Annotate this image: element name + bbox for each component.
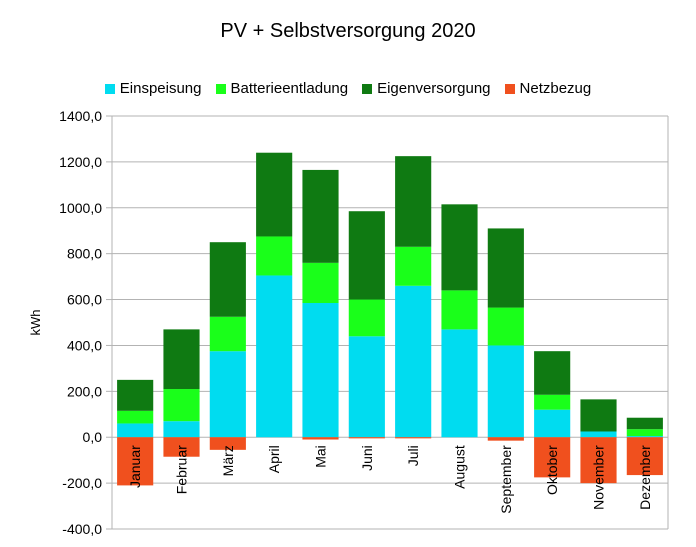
bar-netzbezug-september — [487, 437, 524, 441]
legend-label: Batterieentladung — [230, 80, 349, 97]
bar-batterieentladung-juni — [348, 299, 385, 337]
legend-swatch — [104, 83, 115, 94]
bar-batterieentladung-september — [487, 307, 524, 346]
bar-netzbezug-februar — [163, 437, 200, 457]
y-tick-label: 1000,0 — [59, 200, 102, 216]
bar-batterieentladung-august — [441, 290, 478, 330]
bar-eigenversorgung-april — [256, 152, 293, 237]
x-tick-label: März — [220, 445, 236, 476]
x-tick-label: Oktober — [544, 445, 560, 495]
x-tick-label: Juli — [405, 445, 421, 466]
bar-einspeisung-dezember — [626, 436, 663, 438]
legend-swatch — [215, 83, 226, 94]
bar-batterieentladung-märz — [209, 316, 246, 352]
bar-eigenversorgung-oktober — [534, 351, 571, 395]
x-tick-label: Mai — [313, 445, 329, 468]
legend-label: Eigenversorgung — [377, 80, 491, 97]
y-tick-label: 400,0 — [67, 337, 102, 353]
bar-netzbezug-märz — [209, 437, 246, 450]
y-axis-title: kWh — [28, 310, 43, 336]
x-tick-label: Dezember — [637, 445, 653, 510]
bar-eigenversorgung-juni — [348, 211, 385, 300]
bar-einspeisung-april — [256, 275, 293, 438]
x-tick-label: Februar — [174, 445, 190, 494]
bar-eigenversorgung-november — [580, 399, 617, 432]
y-tick-label: -200,0 — [62, 475, 102, 491]
bar-eigenversorgung-januar — [117, 379, 154, 411]
x-tick-label: Juni — [359, 445, 375, 471]
legend: Einspeisung Batterieentladung Eigenversorg… — [0, 80, 696, 97]
legend-swatch — [504, 83, 515, 94]
y-tick-label: 1400,0 — [59, 108, 102, 124]
y-tick-label: 600,0 — [67, 292, 102, 308]
bar-netzbezug-oktober — [534, 437, 571, 478]
legend-item-eigenversorgung: Eigenversorgung — [362, 80, 491, 97]
bar-einspeisung-september — [487, 345, 524, 438]
bar-eigenversorgung-september — [487, 228, 524, 308]
x-tick-label: April — [266, 445, 282, 473]
bar-eigenversorgung-juli — [395, 156, 432, 247]
x-tick-label: September — [498, 445, 514, 514]
bar-batterieentladung-dezember — [626, 429, 663, 437]
bar-einspeisung-november — [580, 431, 617, 438]
bar-netzbezug-mai — [302, 437, 339, 440]
legend-label: Einspeisung — [119, 80, 202, 97]
legend-item-einspeisung: Einspeisung — [104, 80, 202, 97]
bar-einspeisung-mai — [302, 302, 339, 438]
y-tick-label: 0,0 — [83, 429, 103, 445]
bar-einspeisung-juli — [395, 285, 432, 438]
chart-title: PV + Selbstversorgung 2020 — [220, 20, 476, 42]
bar-einspeisung-juni — [348, 336, 385, 438]
bar-eigenversorgung-dezember — [626, 417, 663, 430]
y-tick-label: 1200,0 — [59, 154, 102, 170]
x-tick-label: August — [452, 445, 468, 489]
bar-einspeisung-januar — [117, 423, 154, 438]
bar-batterieentladung-oktober — [534, 394, 571, 410]
bar-netzbezug-dezember — [626, 437, 663, 476]
bar-netzbezug-januar — [117, 437, 154, 486]
legend-label: Netzbezug — [519, 80, 592, 97]
bar-einspeisung-märz — [209, 351, 246, 438]
bar-einspeisung-februar — [163, 421, 200, 438]
bar-netzbezug-november — [580, 437, 617, 484]
bar-netzbezug-juli — [395, 437, 432, 439]
bar-eigenversorgung-mai — [302, 169, 339, 263]
bar-batterieentladung-juli — [395, 246, 432, 286]
bar-batterieentladung-januar — [117, 410, 154, 424]
bar-batterieentladung-februar — [163, 389, 200, 422]
y-tick-label: 800,0 — [67, 246, 102, 262]
legend-swatch — [362, 83, 373, 94]
bar-batterieentladung-april — [256, 236, 293, 276]
legend-item-netzbezug: Netzbezug — [504, 80, 592, 97]
x-tick-label: November — [591, 445, 607, 510]
y-tick-label: -400,0 — [62, 521, 102, 537]
y-tick-label: 200,0 — [67, 383, 102, 399]
bar-einspeisung-oktober — [534, 409, 571, 438]
bar-einspeisung-august — [441, 329, 478, 438]
bar-batterieentladung-mai — [302, 262, 339, 303]
bar-eigenversorgung-märz — [209, 242, 246, 317]
legend-item-batterieentladung: Batterieentladung — [215, 80, 349, 97]
bar-eigenversorgung-august — [441, 204, 478, 291]
x-tick-label: Januar — [127, 445, 143, 488]
bar-eigenversorgung-februar — [163, 329, 200, 390]
bar-netzbezug-juni — [348, 437, 385, 439]
